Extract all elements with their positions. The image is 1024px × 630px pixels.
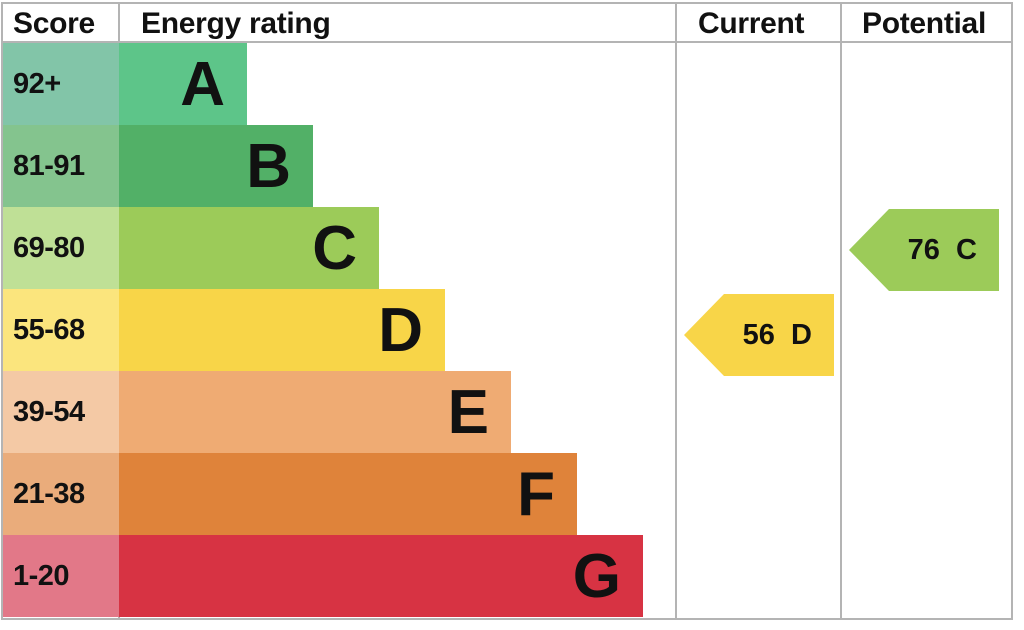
epc-chart-frame (1, 2, 1013, 620)
divider-current (675, 2, 677, 620)
band-bar: C (119, 207, 379, 289)
band-bar: E (119, 371, 511, 453)
band-bar: A (119, 43, 247, 125)
band-score: 69-80 (3, 207, 119, 289)
band-score: 39-54 (3, 371, 119, 453)
band-letter: F (517, 460, 555, 529)
band-score: 55-68 (3, 289, 119, 371)
band-letter: E (447, 378, 489, 447)
header-potential: Potential (862, 7, 986, 40)
band-letter: A (180, 50, 225, 119)
header-score: Score (13, 7, 95, 40)
band-score: 81-91 (3, 125, 119, 207)
divider-potential (840, 2, 842, 620)
header-current: Current (698, 7, 805, 40)
header-energy-rating: Energy rating (141, 7, 331, 40)
band-bar: G (119, 535, 643, 617)
arrow-shape-potential (849, 209, 999, 291)
band-bar: F (119, 453, 577, 535)
current-rating-label: 56 D (742, 319, 812, 351)
band-letter: C (312, 214, 357, 283)
band-letter: D (378, 296, 423, 365)
band-score: 1-20 (3, 535, 119, 617)
band-score: 92+ (3, 43, 119, 125)
potential-rating-arrow: 76 C (849, 209, 999, 291)
band-score: 21-38 (3, 453, 119, 535)
current-rating-arrow: 56 D (684, 294, 834, 376)
arrow-shape-current (684, 294, 834, 376)
band-letter: B (246, 132, 291, 201)
band-letter: G (572, 542, 621, 611)
band-bar: B (119, 125, 313, 207)
header-divider (1, 41, 1013, 43)
band-bar: D (119, 289, 445, 371)
potential-rating-label: 76 C (907, 234, 977, 266)
